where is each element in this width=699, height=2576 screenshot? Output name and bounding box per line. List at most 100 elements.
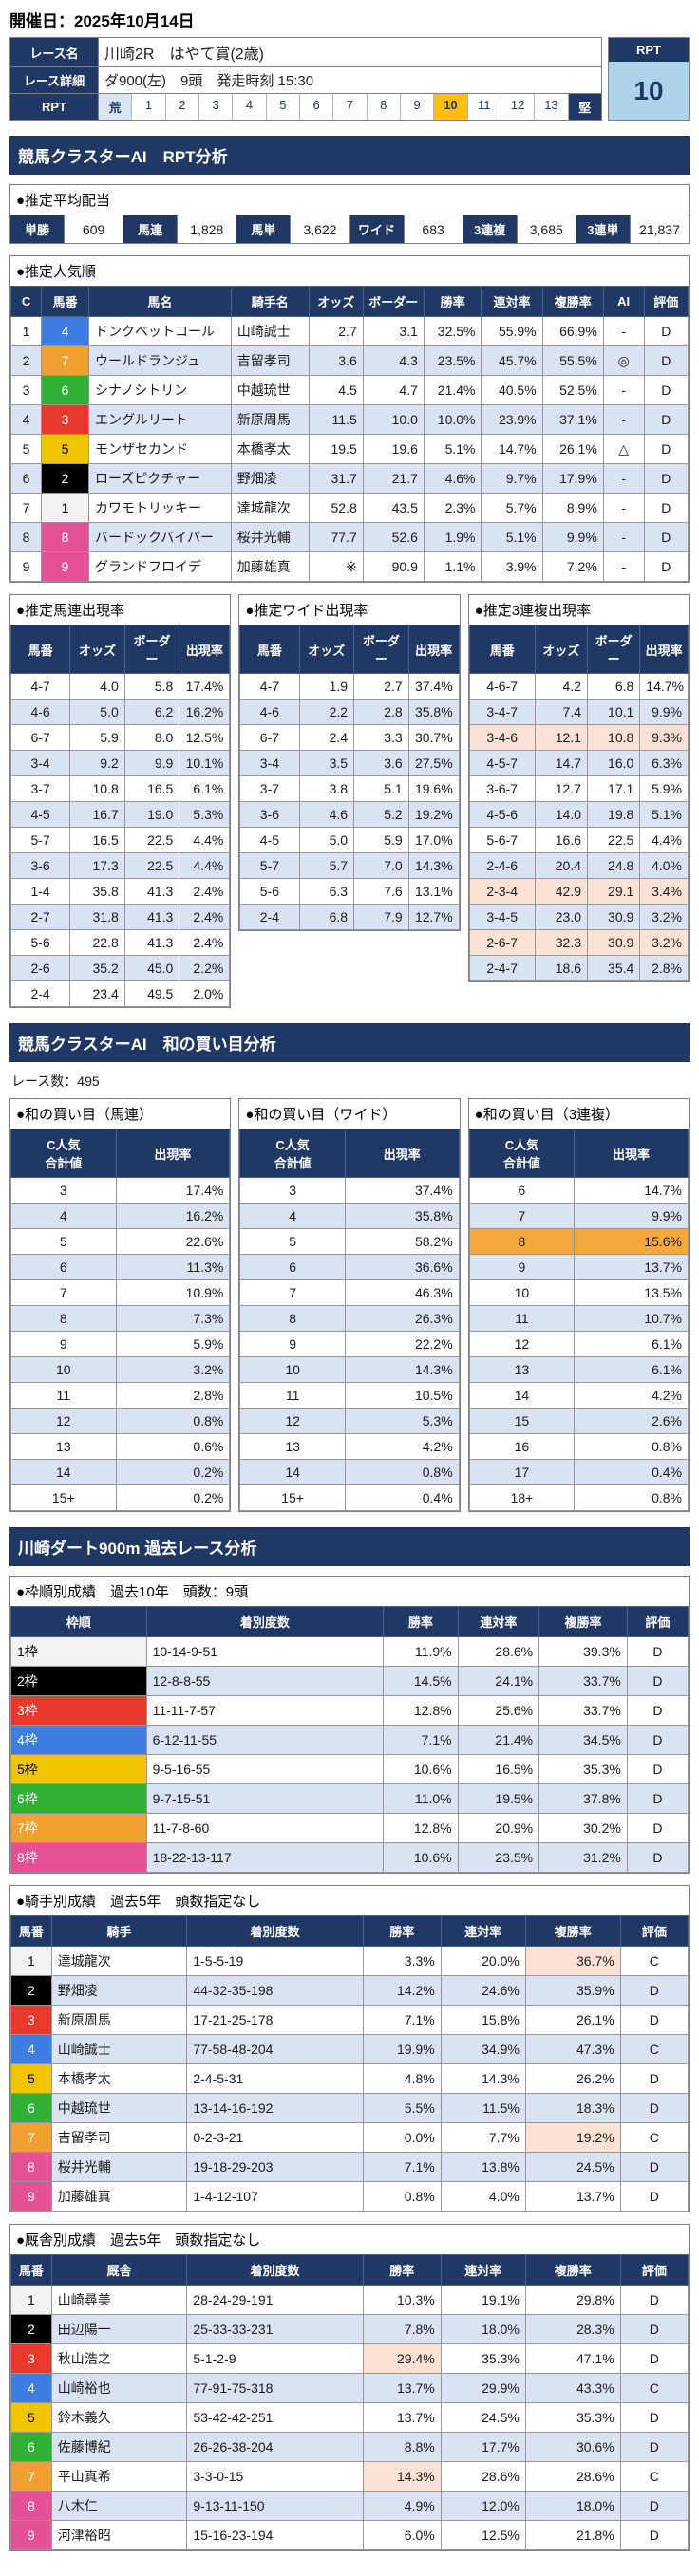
table-row: 2枠 12-8-8-55 14.5% 24.1% 33.7% D xyxy=(10,1666,690,1696)
col-header: 馬番 xyxy=(9,625,71,674)
cell-record: 77-58-48-204 xyxy=(186,2034,364,2064)
cell-rating: D xyxy=(626,1754,690,1784)
cell-rating: D xyxy=(626,1842,690,1873)
cell-record: 17-21-25-178 xyxy=(186,2005,364,2035)
cell-fuku-rate: 8.9% xyxy=(541,493,604,523)
cell-horse-number: 4 xyxy=(10,2373,52,2403)
race-detail: ダ900(左) 9頭 発走時刻 15:30 xyxy=(98,66,602,94)
cell-horse-number: 7 xyxy=(10,2461,52,2492)
table-row: 4 山崎裕也 77-91-75-318 13.7% 29.9% 43.3% C xyxy=(10,2373,690,2403)
table-row: 4-5-6 14.0 19.8 5.1% xyxy=(468,801,689,828)
payout-value: 683 xyxy=(403,215,463,243)
cell-win-rate: 14.3% xyxy=(362,2461,442,2492)
cell-rating: D xyxy=(626,1725,690,1755)
table-row: 7 1 カワモトリッキー 達城龍次 52.8 43.5 2.3% 5.7% 8.9% - D xyxy=(9,493,690,523)
cell-rate: 27.5% xyxy=(407,750,460,776)
cell-border: 10.8 xyxy=(587,724,641,751)
cell-win-rate: 21.4% xyxy=(423,375,482,405)
cell-win-rate: 12.8% xyxy=(383,1695,459,1726)
cell-rate: 0.8% xyxy=(115,1408,231,1434)
cell-odds: 5.0 xyxy=(298,827,355,853)
cell-ai-mark: - xyxy=(602,493,645,523)
col-header: 出現率 xyxy=(639,625,689,674)
table-row: 6 2 ローズピクチャー 野畑凌 31.7 21.7 4.6% 9.7% 17.9% - D xyxy=(9,463,690,494)
cell-combo: 4-6-7 xyxy=(468,673,536,700)
cell-combo: 4-5 xyxy=(239,827,300,853)
cell-rate: 0.2% xyxy=(115,1459,231,1485)
jockey-stats-box: ●騎手別成績 過去5年 頭数指定なし 馬番 騎手 着別度数 勝率 連対率 複勝率 評価 1 達城… xyxy=(9,1885,690,2212)
table-row: 9 5.9% xyxy=(10,1331,231,1357)
cell-fuku-rate: 17.9% xyxy=(541,463,604,494)
cell-ren-rate: 45.7% xyxy=(481,345,543,376)
cell-ren-rate: 17.7% xyxy=(440,2432,526,2462)
cell-rating: D xyxy=(619,2314,690,2344)
cell-odds: 20.4 xyxy=(534,852,589,879)
col-header: オッズ xyxy=(308,286,364,317)
table-row: 8 桜井光輔 19-18-29-203 7.1% 13.8% 24.5% D xyxy=(10,2152,690,2182)
cell-odds: 16.5 xyxy=(69,827,125,853)
cell-combo: 6-7 xyxy=(9,724,71,751)
cell-rating: D xyxy=(626,1636,690,1667)
cell-border: 35.4 xyxy=(587,955,641,981)
rpt-scale-cell: 8 xyxy=(366,94,400,120)
cell-c-rank: 2 xyxy=(9,345,43,376)
cell-rate: 2.0% xyxy=(179,980,231,1007)
cell-sum-value: 15+ xyxy=(10,1484,117,1511)
cell-c-rank: 4 xyxy=(9,404,43,435)
cell-border: 5.8 xyxy=(123,673,180,700)
section-past-analysis: 川崎ダート900m 過去レース分析 xyxy=(9,1527,690,1566)
cell-combo: 2-4 xyxy=(9,980,71,1007)
cell-rate: 4.2% xyxy=(574,1382,689,1409)
cell-odds: 7.4 xyxy=(534,699,589,725)
cell-sum-value: 7 xyxy=(10,1279,117,1306)
cell-border: 16.5 xyxy=(123,775,180,802)
cell-name: 秋山浩之 xyxy=(50,2343,188,2374)
table-row: 3-7 3.8 5.1 19.6% xyxy=(239,775,460,802)
table-row: 4-5 5.0 5.9 17.0% xyxy=(239,827,460,853)
table-row: 4 3 エングルリート 新原周馬 11.5 10.0 10.0% 23.9% 37.1% - D xyxy=(9,404,690,435)
table-row: 13 4.2% xyxy=(239,1433,460,1460)
cell-odds: 2.4 xyxy=(298,724,355,751)
cell-rate: 10.5% xyxy=(344,1382,460,1409)
cell-rate: 17.4% xyxy=(115,1177,231,1204)
cell-odds: 23.0 xyxy=(534,904,589,930)
cell-jockey-name: 吉留孝司 xyxy=(230,345,310,376)
cell-horse-number: 2 xyxy=(10,2314,52,2344)
rpt-scale-cell: 1 xyxy=(131,94,164,120)
col-header: 出現率 xyxy=(574,1129,689,1178)
cell-rate: 36.6% xyxy=(344,1254,460,1280)
cell-horse-number: 2 xyxy=(41,463,89,494)
cell-odds: 12.1 xyxy=(534,724,589,751)
cell-sum-value: 4 xyxy=(10,1203,117,1229)
cell-rate: 0.2% xyxy=(115,1484,231,1511)
cell-ai-mark: - xyxy=(602,375,645,405)
col-header: 連対率 xyxy=(440,2254,526,2286)
cell-c-rank: 6 xyxy=(9,463,43,494)
cell-horse-number: 8 xyxy=(10,2491,52,2521)
cell-sum-value: 9 xyxy=(10,1331,117,1357)
cell-odds: 4.0 xyxy=(69,673,125,700)
cell-fuku-rate: 55.5% xyxy=(541,345,604,376)
table-row: 3 秋山浩之 5-1-2-9 29.4% 35.3% 47.1% D xyxy=(10,2343,690,2374)
wa-umaren-box: ●和の買い目（馬連） C人気 合計値 出現率 3 17.4% 4 16.2% 5 22.6% 6… xyxy=(9,1098,232,1512)
table-row: 3-4 9.2 9.9 10.1% xyxy=(9,750,231,776)
table-row: 3 17.4% xyxy=(10,1177,231,1204)
cell-border: 21.7 xyxy=(362,463,425,494)
cell-odds: 5.9 xyxy=(69,724,125,751)
col-header: ボーダー xyxy=(362,286,425,317)
cell-record: 5-1-2-9 xyxy=(186,2343,364,2374)
cell-rating: C xyxy=(619,2373,690,2403)
col-header: オッズ xyxy=(69,625,125,674)
wa-umaren-table: C人気 合計値 出現率 3 17.4% 4 16.2% 5 22.6% 6 11.3% 7 10.9%… xyxy=(10,1129,231,1511)
col-header: 馬番 xyxy=(239,625,300,674)
col-header: 騎手名 xyxy=(230,286,310,317)
cell-fuku-rate: 30.2% xyxy=(538,1813,628,1843)
cell-rating: D xyxy=(619,2005,690,2035)
col-header: 馬番 xyxy=(41,286,89,317)
cell-win-rate: 10.6% xyxy=(383,1754,459,1784)
cell-border: 19.8 xyxy=(587,801,641,828)
cell-rating: D xyxy=(643,551,690,582)
cell-c-rank: 3 xyxy=(9,375,43,405)
cell-border: 3.6 xyxy=(353,750,409,776)
cell-combo: 2-7 xyxy=(9,904,71,930)
